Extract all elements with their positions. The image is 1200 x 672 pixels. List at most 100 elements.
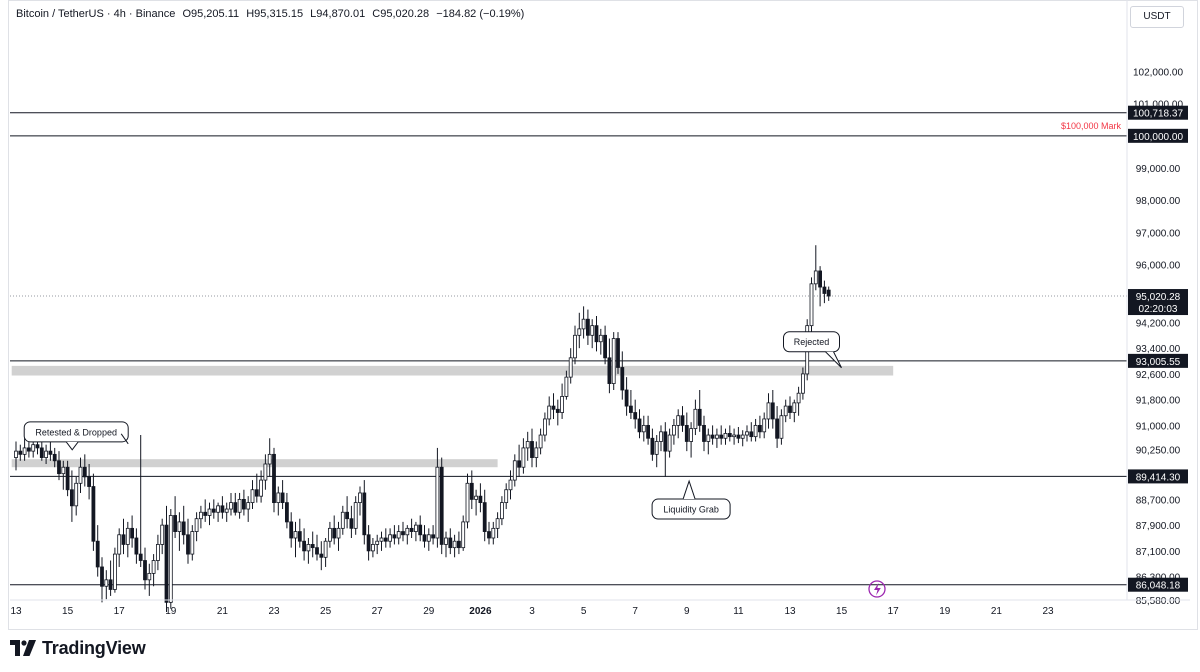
candle-body — [413, 524, 418, 532]
candle-body — [224, 508, 229, 513]
candle — [284, 492, 289, 529]
candle-body — [680, 415, 685, 426]
candle — [134, 528, 139, 564]
tradingview-logo-icon[interactable] — [10, 640, 36, 656]
candle — [190, 525, 195, 561]
candle-body — [753, 424, 758, 438]
price-tick-label: 98,000.00 — [1136, 196, 1181, 207]
bolt-icon[interactable] — [868, 580, 886, 598]
candle-body — [61, 466, 66, 475]
candle — [229, 492, 233, 516]
candle — [607, 338, 612, 394]
price-tick-label: 93,400.00 — [1136, 344, 1181, 355]
candle-body — [229, 502, 233, 510]
candle — [401, 521, 405, 542]
candle-body — [375, 540, 380, 545]
candle — [14, 441, 18, 471]
candle-body — [358, 492, 362, 504]
candle-body — [44, 450, 48, 458]
currency-selector[interactable]: USDT — [1130, 6, 1184, 28]
candle-body — [672, 424, 676, 436]
time-tick-label: 11 — [733, 606, 744, 617]
candle — [327, 521, 332, 548]
candle-body — [306, 544, 311, 552]
candle — [104, 570, 109, 600]
candle — [697, 390, 702, 432]
candle — [233, 492, 238, 516]
candle — [487, 521, 491, 545]
annotations-layer: Retested & Dropped Liquidity Grab Rejected — [23, 331, 842, 520]
candle-body — [198, 511, 203, 520]
time-tick-label: 19 — [939, 606, 951, 617]
candle-body — [280, 492, 285, 504]
candle-body — [418, 524, 423, 536]
candle-body — [534, 447, 539, 458]
candle — [426, 528, 431, 551]
candle — [740, 430, 745, 447]
candle — [586, 309, 590, 345]
candle — [293, 521, 298, 558]
candle — [388, 528, 393, 548]
candle-body — [448, 537, 453, 549]
candle — [663, 422, 668, 477]
candle — [564, 370, 569, 400]
candle-body — [633, 412, 638, 420]
candle-body — [87, 476, 91, 487]
candle-body — [276, 492, 281, 504]
tradingview-wordmark[interactable]: TradingView — [42, 637, 146, 658]
candle-body — [616, 338, 620, 368]
candle — [568, 348, 573, 384]
candle — [723, 428, 728, 445]
candle-body — [250, 489, 255, 504]
candle — [517, 444, 521, 477]
candle-body — [573, 334, 577, 359]
candle — [336, 521, 341, 551]
candle — [435, 447, 440, 548]
candle-body — [396, 531, 401, 539]
price-tick-label: 97,000.00 — [1136, 228, 1181, 239]
price-axis[interactable]: 100,718.37 100,000.00 93,005.55 89,414.30 86… — [1126, 0, 1188, 607]
candle-body — [676, 415, 681, 426]
candle — [203, 499, 208, 522]
candle — [590, 319, 595, 349]
price-tick-label: 85,580.00 — [1136, 596, 1181, 607]
candle-body — [697, 408, 702, 426]
candle — [560, 383, 564, 419]
symbol-title[interactable]: Bitcoin / TetherUS · 4h · Binance — [16, 8, 176, 20]
candle-body — [220, 505, 225, 513]
candle — [732, 428, 736, 445]
candle-body — [194, 518, 199, 532]
candle-body — [788, 405, 792, 413]
candle — [818, 266, 822, 307]
level-note: $100,000 Mark — [1061, 121, 1122, 131]
candle — [147, 563, 152, 596]
candle — [762, 412, 767, 439]
candle-body — [740, 434, 745, 439]
candle-body — [409, 527, 414, 532]
price-chart[interactable]: $100,000 Mark Retested & Dropped Liquidit… — [0, 0, 1200, 630]
time-tick-label: 3 — [529, 606, 535, 617]
candle-body — [607, 357, 612, 384]
candle — [168, 509, 173, 609]
candle-body — [65, 466, 70, 491]
candle — [491, 521, 496, 545]
candle — [715, 428, 719, 448]
candle — [113, 547, 117, 593]
time-axis[interactable]: 13 15 17 19 21 23 25 27 29 2026 3 5 7 9 11 13 15 17 19 21 23 — [10, 599, 1190, 617]
time-tick-label: 17 — [114, 606, 126, 617]
candle-body — [461, 521, 466, 549]
candle-body — [125, 527, 130, 545]
candle — [422, 525, 427, 548]
candle — [482, 489, 487, 542]
candle-body — [603, 334, 607, 359]
level-price-label: 93,005.55 — [1136, 357, 1181, 368]
candle-body — [345, 511, 350, 520]
candle — [826, 286, 831, 301]
level-price-label: 89,414.30 — [1136, 472, 1181, 483]
candle — [594, 316, 599, 352]
candle-body — [822, 286, 827, 294]
candle-body — [117, 534, 122, 555]
candle — [306, 538, 311, 564]
candle-body — [315, 547, 319, 555]
candle-body — [267, 453, 272, 465]
